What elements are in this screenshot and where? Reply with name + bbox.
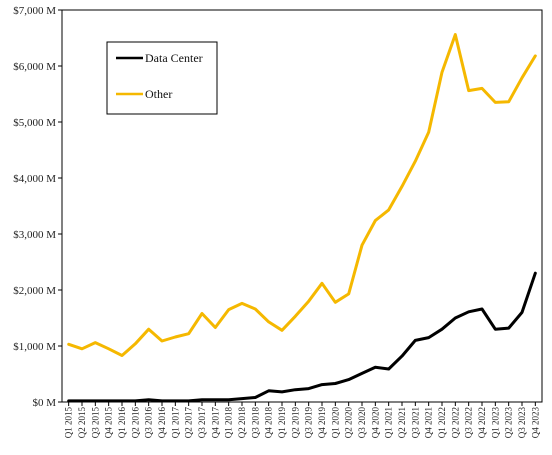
x-tick-label: Q2 2021 <box>397 407 407 438</box>
x-tick-label: Q3 2019 <box>304 407 314 439</box>
x-tick-label: Q3 2020 <box>357 407 367 439</box>
y-tick-label: $0 M <box>32 397 56 409</box>
x-tick-label: Q3 2021 <box>410 407 420 438</box>
x-tick-label: Q3 2015 <box>90 407 100 439</box>
x-tick-label: Q4 2017 <box>210 407 220 439</box>
x-tick-label: Q1 2021 <box>384 407 394 438</box>
x-tick-label: Q1 2017 <box>170 407 180 439</box>
x-tick-label: Q3 2017 <box>197 407 207 439</box>
x-tick-label: Q1 2023 <box>490 407 500 439</box>
x-tick-label: Q1 2018 <box>224 407 234 439</box>
legend: Data Center Other <box>106 41 218 115</box>
x-tick-label: Q1 2022 <box>437 407 447 438</box>
legend-box <box>106 41 218 115</box>
x-tick-label: Q2 2016 <box>130 407 140 439</box>
x-tick-label: Q2 2023 <box>504 407 514 439</box>
x-tick-label: Q3 2023 <box>517 407 527 439</box>
y-tick-label: $3,000 M <box>13 229 56 241</box>
x-tick-label: Q2 2022 <box>450 407 460 438</box>
x-tick-label: Q3 2022 <box>464 407 474 438</box>
x-tick-label: Q2 2019 <box>290 407 300 439</box>
x-tick-label: Q3 2018 <box>250 407 260 439</box>
x-tick-label: Q4 2023 <box>530 407 540 439</box>
legend-label-other: Other <box>145 87 172 101</box>
x-tick-label: Q4 2020 <box>370 407 380 439</box>
x-tick-label: Q2 2017 <box>184 407 194 439</box>
y-tick-label: $2,000 M <box>13 285 56 297</box>
x-tick-label: Q4 2022 <box>477 407 487 438</box>
x-axis: Q1 2015 Q2 2015 Q3 2015 Q4 2015 Q1 2016 Q2 20… <box>64 402 540 439</box>
x-tick-label: Q1 2019 <box>277 407 287 439</box>
y-tick-label: $1,000 M <box>13 341 56 353</box>
x-tick-label: Q4 2015 <box>104 407 114 439</box>
y-tick-label: $5,000 M <box>13 117 56 129</box>
x-tick-label: Q3 2016 <box>144 407 154 439</box>
x-tick-label: Q4 2021 <box>424 407 434 438</box>
x-tick-label: Q1 2020 <box>330 407 340 439</box>
y-tick-label: $6,000 M <box>13 61 56 73</box>
x-tick-label: Q2 2018 <box>237 407 247 439</box>
legend-label-data-center: Data Center <box>145 51 203 65</box>
x-tick-label: Q4 2019 <box>317 407 327 439</box>
x-tick-label: Q2 2015 <box>77 407 87 439</box>
series-line-data-center <box>67 271 537 403</box>
series-line-other <box>67 33 537 357</box>
x-tick-label: Q1 2015 <box>64 407 74 439</box>
y-axis: $0 M $1,000 M $2,000 M $3,000 M $4,000 M $5,0… <box>13 5 62 409</box>
x-tick-label: Q1 2016 <box>117 407 127 439</box>
x-tick-label: Q4 2018 <box>264 407 274 439</box>
series-layer <box>67 33 537 403</box>
x-tick-label: Q2 2020 <box>344 407 354 439</box>
x-tick-label: Q4 2016 <box>157 407 167 439</box>
y-tick-label: $4,000 M <box>13 173 56 185</box>
y-tick-label: $7,000 M <box>13 5 56 17</box>
